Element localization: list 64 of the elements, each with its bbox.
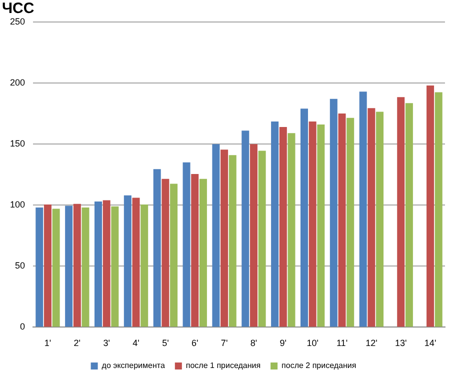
bar: [220, 150, 228, 327]
bar: [36, 208, 44, 327]
bar: [102, 200, 110, 327]
bar: [182, 162, 190, 327]
y-tick-label: 0: [20, 322, 26, 332]
bar: [65, 206, 73, 327]
bar: [170, 184, 178, 327]
y-tick-label: 200: [10, 78, 26, 88]
legend-label: после 1 приседания: [186, 361, 261, 370]
bar: [228, 155, 236, 327]
x-tick-label: 9': [280, 338, 287, 348]
bar: [346, 118, 354, 327]
bar: [73, 204, 81, 327]
bar: [199, 178, 207, 327]
x-tick-label: 12': [366, 338, 378, 348]
legend-label: до эксперимента: [102, 361, 166, 370]
bar: [434, 92, 442, 327]
legend-label: после 2 приседания: [282, 361, 356, 370]
bar: [397, 97, 405, 327]
bar: [212, 144, 220, 327]
chart-title: ЧСС: [2, 0, 34, 17]
x-tick-label: 14': [424, 338, 436, 348]
bar: [94, 201, 102, 327]
x-tick-label: 4': [132, 338, 140, 348]
bar: [359, 92, 367, 327]
bar: [82, 208, 90, 327]
y-tick-label: 50: [15, 260, 26, 271]
x-tick-label: 1': [44, 338, 52, 348]
x-tick-label: 2': [74, 338, 81, 348]
bar: [258, 150, 266, 327]
bar: [140, 204, 148, 327]
x-tick-label: 5': [162, 338, 170, 348]
bar: [405, 103, 413, 327]
x-tick-label: 6': [192, 338, 199, 348]
bar: [300, 108, 308, 327]
bar: [52, 208, 60, 327]
x-tick-label: 3': [103, 338, 110, 348]
bar: [242, 130, 250, 327]
bar: [132, 198, 140, 327]
bar: [330, 98, 338, 327]
bar: [426, 85, 434, 327]
y-tick-label: 100: [10, 200, 26, 210]
bar: [317, 124, 325, 327]
bar: [288, 133, 296, 327]
bar: [376, 112, 384, 327]
bar: [44, 204, 52, 327]
bar: [308, 121, 316, 327]
x-tick-label: 7': [220, 338, 228, 348]
bar: [153, 169, 161, 327]
bar: [279, 126, 287, 327]
bar: [162, 178, 170, 327]
x-tick-label: 8': [250, 338, 258, 348]
bar: [124, 195, 132, 327]
x-tick-label: 11': [336, 338, 348, 348]
bar: [250, 144, 258, 327]
bar: [271, 121, 279, 327]
y-tick-label: 250: [10, 16, 26, 26]
y-tick-label: 150: [10, 138, 26, 149]
x-tick-label: 10': [306, 338, 319, 348]
bar: [368, 108, 376, 327]
x-tick-label: 13': [394, 338, 407, 348]
bar: [111, 206, 119, 327]
bar: [191, 174, 199, 327]
bar: [338, 114, 346, 327]
